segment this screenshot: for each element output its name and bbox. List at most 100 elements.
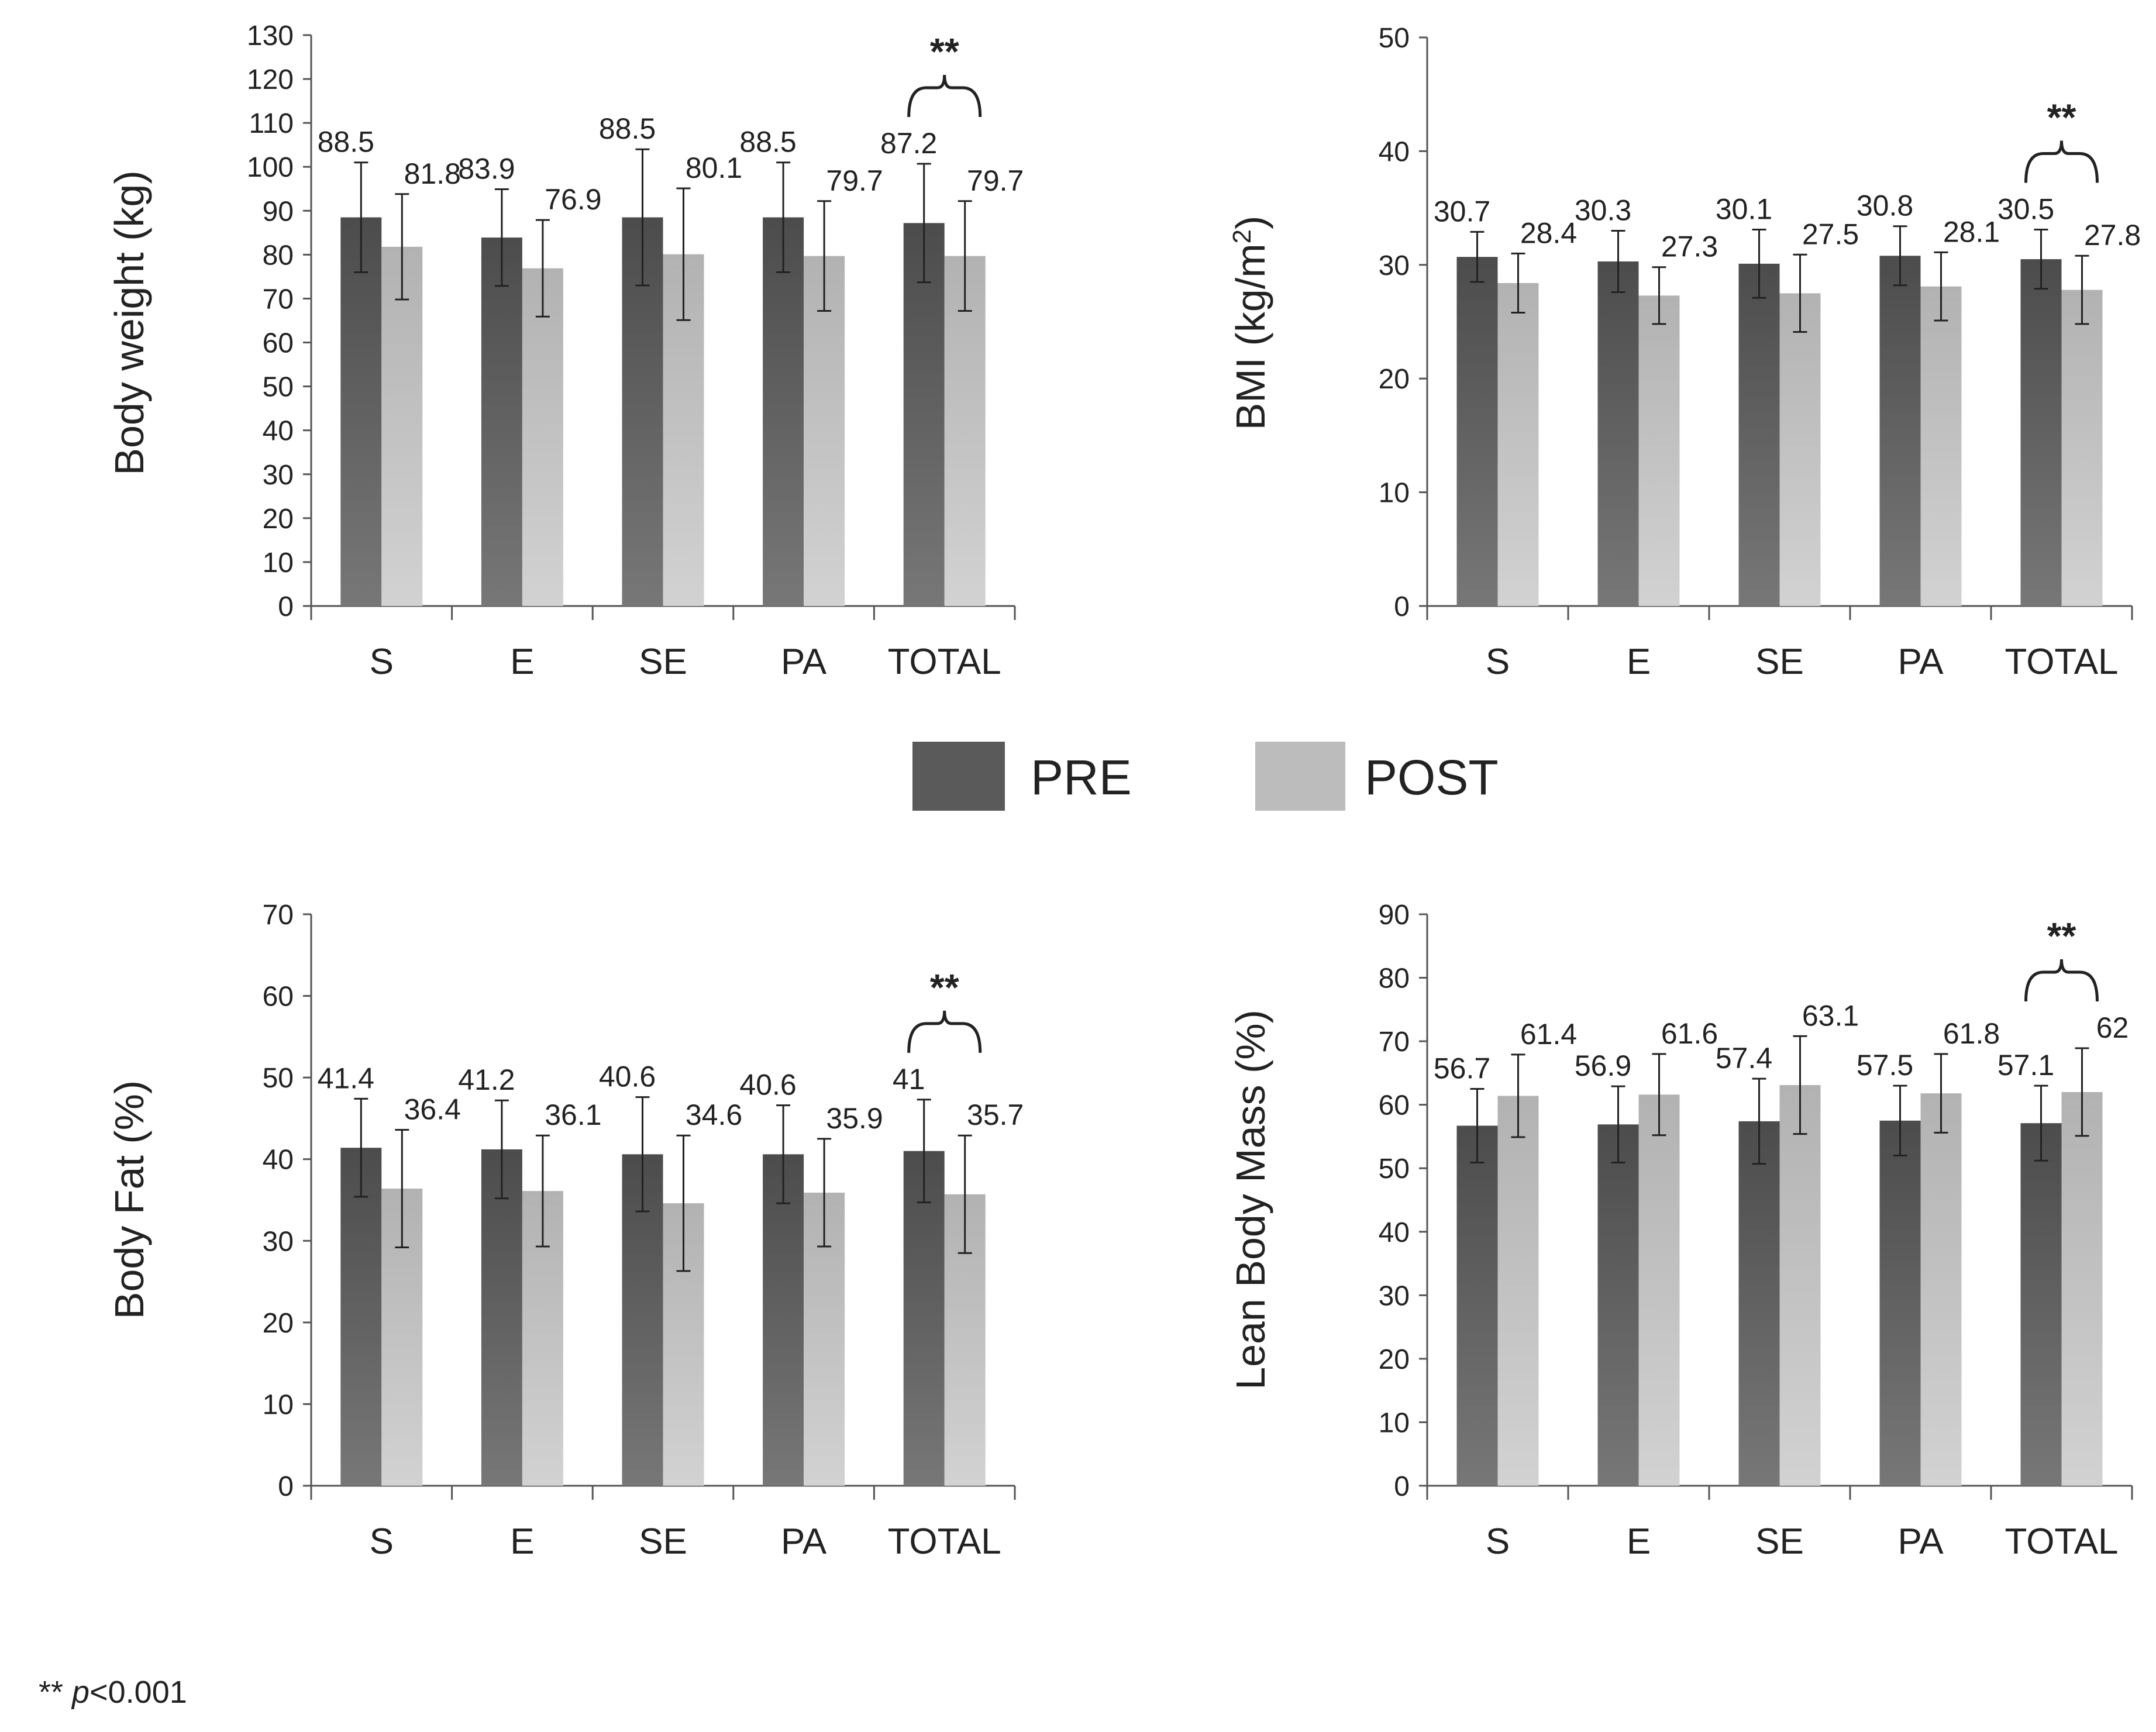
x-category-label: PA [781,642,827,682]
y-tick-label: 30 [1379,1280,1410,1311]
y-tick-label: 50 [1379,1153,1410,1184]
data-label: 36.4 [404,1093,461,1125]
x-category-label: PA [1897,1521,1944,1562]
data-label: 30.1 [1716,193,1772,226]
y-tick-label: 40 [1379,136,1410,167]
x-category-label: SE [1755,642,1804,682]
y-tick-label: 90 [263,196,294,227]
y-tick-label: 50 [263,372,294,403]
bar-post-pa [804,256,845,606]
bar-pre-s [340,217,382,607]
bar-pre-pa [763,217,804,607]
y-tick-label: 20 [1379,1344,1410,1375]
y-tick-label: 30 [1379,250,1410,281]
footnote-threshold: <0.001 [89,1675,187,1710]
bar-post-se [1779,1085,1821,1486]
bar-post-s [381,246,423,607]
legend-pre-label: PRE [1031,750,1132,805]
data-label: 61.6 [1661,1017,1718,1050]
bar-pre-s [1456,257,1498,606]
bar-post-total [2061,290,2103,606]
data-label: 56.7 [1434,1052,1490,1085]
footnote-stars: ** [39,1675,64,1710]
data-label: 30.8 [1857,190,1913,222]
x-category-label: S [370,642,394,682]
footnote: ** p<0.001 [39,1674,187,1710]
y-tick-label: 70 [1379,1027,1410,1058]
data-label: 27.3 [1661,230,1718,263]
y-tick-label: 120 [247,64,294,95]
data-label: 88.5 [318,126,374,159]
x-category-label: S [370,1521,394,1562]
bar-post-e [522,268,563,606]
y-tick-label: 60 [263,328,294,359]
data-label: 28.1 [1943,215,2000,248]
x-category-label: PA [1897,642,1944,682]
bar-post-e [1638,1094,1680,1486]
bar-post-pa [1920,286,1962,607]
bar-pre-s [1456,1125,1498,1486]
data-label: 35.7 [967,1099,1024,1131]
x-category-label: E [1627,1521,1651,1562]
data-label: 41.2 [458,1063,515,1096]
bar-pre-total [2020,259,2062,607]
legend: PRE POST [912,742,1499,811]
y-tick-label: 30 [263,1226,294,1257]
significance-marker: ** [930,30,959,73]
data-label: 27.5 [1802,218,1859,250]
bar-post-e [1638,295,1680,607]
y-axis-label: BMI (kg/m2) [1228,216,1274,431]
data-label: 61.4 [1520,1018,1577,1051]
x-category-label: SE [1755,1521,1804,1562]
legend-post-label: POST [1365,750,1499,805]
y-tick-label: 10 [263,548,294,579]
y-tick-label: 10 [1379,1407,1410,1438]
bar-pre-e [1597,1124,1639,1486]
y-tick-label: 40 [263,416,294,447]
y-axis-label: Lean Body Mass (%) [1228,1010,1273,1390]
data-label: 30.3 [1575,194,1631,226]
bar-pre-se [1738,1121,1780,1486]
data-label: 83.9 [458,153,515,185]
bar-post-total [944,256,986,606]
bar-post-pa [1920,1093,1962,1486]
y-tick-label: 110 [249,108,294,139]
y-tick-label: 100 [247,152,294,183]
x-category-label: PA [781,1521,827,1562]
y-tick-label: 10 [263,1389,294,1420]
data-label: 63.1 [1802,999,1859,1032]
y-tick-label: 20 [263,504,294,535]
legend-pre-swatch [912,742,1005,811]
x-category-label: E [1627,642,1651,682]
y-tick-label: 60 [263,982,294,1013]
y-tick-label: 70 [263,900,294,931]
data-label: 88.5 [739,126,796,159]
bar-pre-total [2020,1123,2062,1486]
y-tick-label: 0 [1394,591,1410,622]
data-label: 57.1 [1997,1049,2054,1082]
data-label: 79.7 [826,164,883,197]
x-category-label: SE [639,642,687,682]
bar-pre-se [1738,263,1780,607]
significance-marker: ** [2047,97,2076,139]
x-category-label: TOTAL [2005,1521,2118,1562]
bar-pre-pa [1879,256,1921,606]
data-label: 87.2 [880,127,937,160]
y-tick-label: 0 [1394,1471,1410,1502]
y-tick-label: 80 [1379,963,1410,994]
data-label: 61.8 [1943,1017,2000,1050]
data-label: 41.4 [318,1062,374,1094]
significance-marker: ** [930,966,959,1008]
bar-post-se [1779,293,1821,606]
data-label: 34.6 [686,1099,742,1131]
y-tick-label: 130 [247,20,294,51]
x-category-label: S [1486,642,1510,682]
data-label: 57.4 [1716,1042,1772,1075]
y-tick-label: 10 [1379,478,1410,509]
data-label: 36.1 [545,1099,601,1131]
y-tick-label: 40 [263,1145,294,1176]
y-tick-label: 20 [1379,364,1410,395]
